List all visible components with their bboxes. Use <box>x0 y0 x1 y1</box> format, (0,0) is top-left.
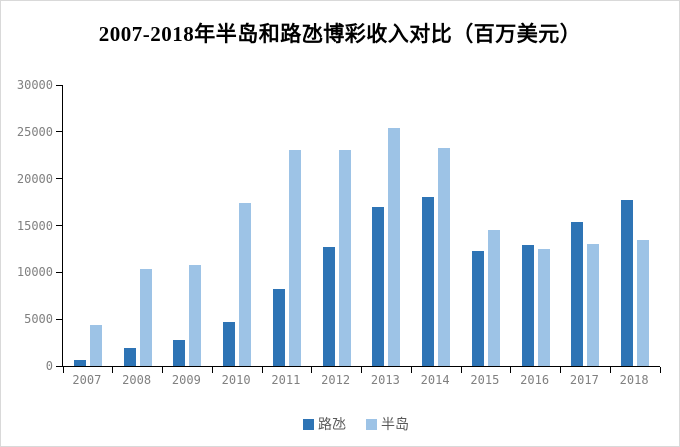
bar-半岛-2012 <box>338 149 351 366</box>
chart-title: 2007-2018年半岛和路氹博彩收入对比（百万美元） <box>98 22 582 46</box>
bar-半岛-2014 <box>438 147 451 366</box>
bar-group-2014 <box>411 85 461 366</box>
legend-item-peninsula: 半岛 <box>366 414 409 434</box>
x-category-label: 2016 <box>520 373 550 387</box>
x-category-label: 2009 <box>171 373 201 387</box>
bar-group-2017 <box>561 85 611 366</box>
bar-路氹-2018 <box>621 200 634 366</box>
legend-swatch-cotai <box>303 418 314 430</box>
x-tick-mark <box>410 367 412 373</box>
y-tick-label: 20000 <box>16 171 53 186</box>
x-tick-mark <box>311 367 313 373</box>
bar-路氹-2013 <box>372 206 385 366</box>
x-category-label: 2010 <box>221 373 251 387</box>
bar-半岛-2018 <box>637 239 650 366</box>
bar-group-2010 <box>212 85 262 366</box>
bar-路氹-2007 <box>73 360 86 366</box>
y-tick-mark <box>56 271 62 273</box>
x-category-label: 2018 <box>619 373 649 387</box>
bar-半岛-2010 <box>239 203 252 366</box>
bar-group-2016 <box>511 85 561 366</box>
bar-group-2018 <box>610 85 660 366</box>
x-category-label: 2013 <box>370 373 400 387</box>
bar-路氹-2012 <box>322 247 335 366</box>
x-category-label: 2014 <box>420 373 450 387</box>
x-category-label: 2008 <box>122 373 152 387</box>
x-tick-mark <box>609 367 611 373</box>
x-tick-mark <box>261 367 263 373</box>
bar-半岛-2008 <box>139 268 152 366</box>
bar-半岛-2011 <box>288 149 301 366</box>
bar-路氹-2011 <box>272 289 285 366</box>
legend-item-cotai: 路氹 <box>303 414 346 434</box>
bar-group-2008 <box>113 85 163 366</box>
bar-group-2013 <box>362 85 412 366</box>
x-tick-mark <box>211 367 213 373</box>
bar-group-2012 <box>312 85 362 366</box>
x-tick-mark <box>162 367 163 373</box>
legend-label-peninsula: 半岛 <box>381 417 409 433</box>
x-tick-mark <box>659 367 661 373</box>
y-tick-mark <box>56 84 62 86</box>
bar-半岛-2013 <box>388 128 401 366</box>
legend-label-cotai: 路氹 <box>318 417 346 433</box>
y-tick-mark <box>56 225 62 226</box>
y-tick-mark <box>56 178 62 180</box>
bar-路氹-2017 <box>571 221 584 366</box>
y-tick-label: 10000 <box>16 265 53 280</box>
bar-group-2007 <box>63 85 113 366</box>
y-tick-label: 0 <box>45 359 53 373</box>
bar-group-2011 <box>262 85 312 366</box>
bar-半岛-2007 <box>89 324 102 366</box>
x-tick-mark <box>62 367 64 373</box>
bar-路氹-2010 <box>223 321 236 366</box>
x-tick-mark <box>112 367 114 373</box>
x-axis-labels: 2007 2008 2009 2010 2011 2012 2013 2014 2015 2016… <box>62 373 659 389</box>
y-tick-mark <box>56 318 62 320</box>
bar-group-2009 <box>163 85 213 366</box>
x-tick-mark <box>460 367 462 373</box>
bar-路氹-2014 <box>422 197 435 366</box>
x-category-label: 2012 <box>321 373 351 387</box>
bar-半岛-2015 <box>487 230 500 366</box>
x-tick-mark <box>361 367 362 373</box>
bar-路氹-2016 <box>521 245 534 366</box>
bar-路氹-2009 <box>173 339 186 366</box>
legend-swatch-peninsula <box>366 418 377 430</box>
legend: 路氹 半岛 <box>17 414 679 434</box>
y-tick-label: 15000 <box>16 218 53 233</box>
bar-group-2015 <box>461 85 511 366</box>
x-category-label: 2015 <box>470 373 500 387</box>
y-tick-mark <box>56 365 62 367</box>
y-tick-mark <box>56 131 62 133</box>
bar-半岛-2017 <box>587 244 600 366</box>
plot-area: 0 5000 10000 15000 20000 25000 30000 <box>17 78 661 373</box>
x-tick-mark <box>560 367 561 373</box>
bar-路氹-2015 <box>471 250 484 366</box>
bar-路氹-2008 <box>123 348 136 366</box>
y-tick-label: 25000 <box>16 124 53 139</box>
bar-半岛-2016 <box>537 248 550 366</box>
x-category-label: 2017 <box>569 373 599 387</box>
x-tick-mark <box>510 367 512 373</box>
x-category-label: 2007 <box>72 373 102 387</box>
y-tick-label: 5000 <box>24 312 53 327</box>
x-category-label: 2011 <box>271 373 301 387</box>
bar-半岛-2009 <box>189 264 202 366</box>
y-tick-label: 30000 <box>16 78 53 92</box>
